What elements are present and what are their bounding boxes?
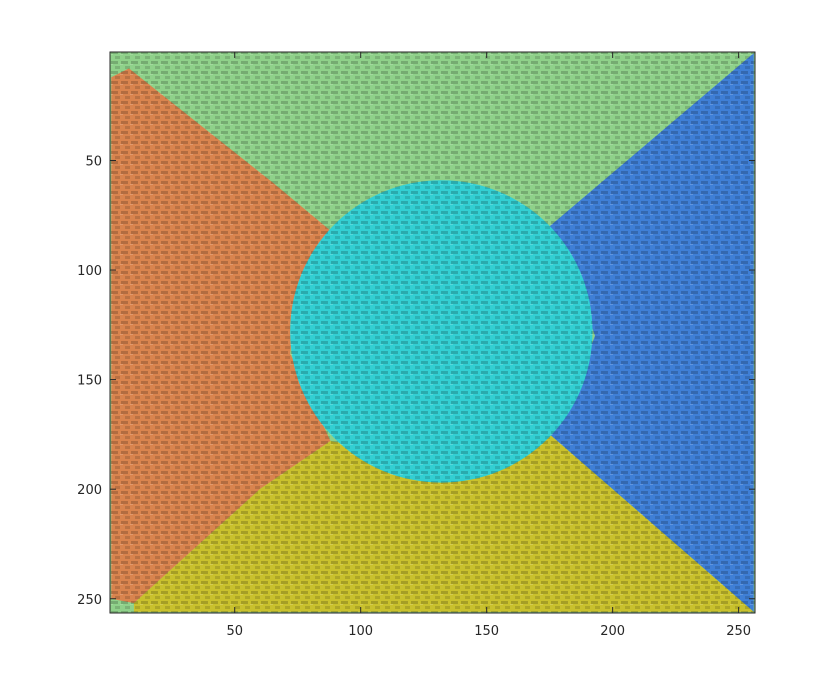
y-tick-label: 100 xyxy=(77,264,102,279)
x-tick-label: 100 xyxy=(348,624,373,639)
texture-overlay xyxy=(110,52,755,613)
axes-box xyxy=(109,51,756,614)
y-tick-label: 200 xyxy=(77,483,102,498)
x-tick-label: 250 xyxy=(726,624,751,639)
x-axis: 50 100 150 200 250 xyxy=(226,52,751,639)
x-tick-label: 200 xyxy=(600,624,625,639)
y-tick-label: 250 xyxy=(77,593,102,608)
y-tick-label: 150 xyxy=(77,374,102,389)
y-tick-label: 50 xyxy=(85,154,102,169)
x-tick-label: 50 xyxy=(226,624,243,639)
plot-area xyxy=(110,52,755,613)
y-axis: 50 100 150 200 250 xyxy=(77,154,755,608)
x-tick-label: 150 xyxy=(474,624,499,639)
